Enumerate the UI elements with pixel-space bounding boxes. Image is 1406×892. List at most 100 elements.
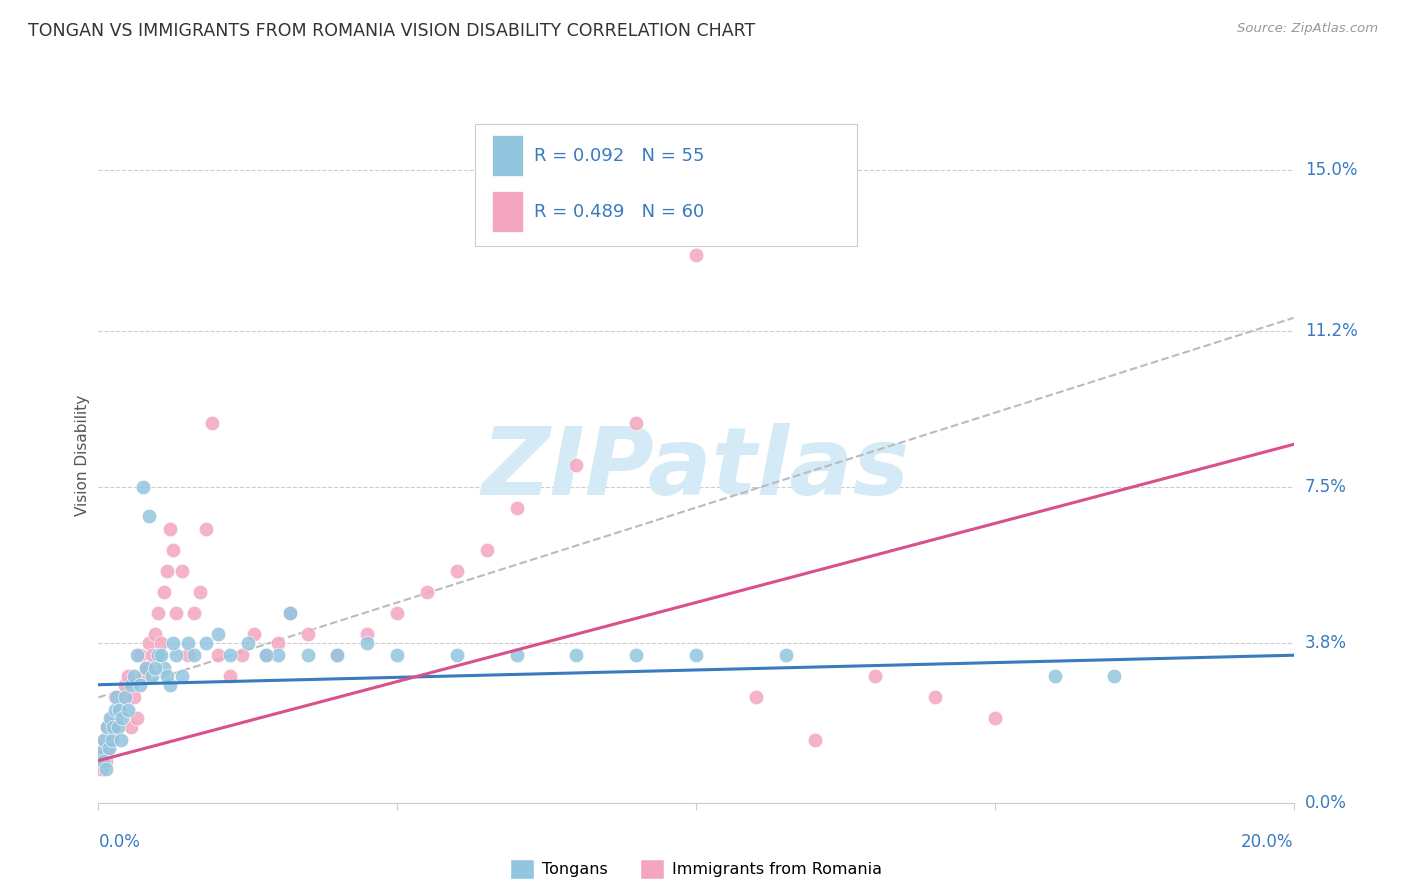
- Legend: Tongans, Immigrants from Romania: Tongans, Immigrants from Romania: [503, 853, 889, 885]
- Point: [201, 417, 224, 431]
- Text: 3.8%: 3.8%: [1305, 633, 1347, 651]
- Text: Source: ZipAtlas.com: Source: ZipAtlas.com: [1237, 22, 1378, 36]
- Point: [159, 678, 181, 692]
- Point: [745, 690, 768, 705]
- Point: [159, 522, 181, 536]
- Point: [219, 648, 242, 663]
- Point: [98, 732, 122, 747]
- Point: [156, 669, 179, 683]
- Point: [98, 741, 121, 756]
- Point: [231, 648, 253, 663]
- Point: [194, 635, 218, 649]
- Point: [150, 648, 173, 663]
- Point: [111, 711, 134, 725]
- Point: [624, 417, 647, 431]
- Point: [124, 669, 146, 683]
- Point: [156, 564, 179, 578]
- Point: [804, 732, 827, 747]
- Point: [183, 606, 205, 620]
- Point: [129, 678, 152, 692]
- Text: TONGAN VS IMMIGRANTS FROM ROMANIA VISION DISABILITY CORRELATION CHART: TONGAN VS IMMIGRANTS FROM ROMANIA VISION…: [28, 22, 755, 40]
- Point: [96, 720, 118, 734]
- Point: [254, 648, 277, 663]
- Point: [165, 606, 187, 620]
- Point: [117, 703, 139, 717]
- Point: [141, 648, 163, 663]
- Point: [297, 648, 319, 663]
- Point: [863, 669, 886, 683]
- Point: [506, 500, 529, 515]
- Point: [278, 606, 301, 620]
- Point: [127, 648, 149, 663]
- Point: [297, 627, 319, 641]
- Text: R = 0.489   N = 60: R = 0.489 N = 60: [534, 202, 704, 220]
- Point: [177, 635, 200, 649]
- Point: [105, 711, 128, 725]
- Point: [98, 711, 122, 725]
- Point: [148, 606, 170, 620]
- Point: [100, 732, 122, 747]
- Point: [162, 635, 184, 649]
- Point: [138, 635, 160, 649]
- Text: 7.5%: 7.5%: [1305, 477, 1347, 496]
- Point: [219, 669, 242, 683]
- Point: [194, 522, 218, 536]
- Point: [108, 703, 131, 717]
- Point: [108, 703, 131, 717]
- Point: [207, 627, 229, 641]
- Point: [94, 754, 117, 768]
- Y-axis label: Vision Disability: Vision Disability: [75, 394, 90, 516]
- Point: [565, 458, 588, 473]
- Text: 15.0%: 15.0%: [1305, 161, 1357, 179]
- Point: [356, 627, 378, 641]
- Point: [243, 627, 266, 641]
- Point: [267, 648, 290, 663]
- Point: [143, 627, 166, 641]
- Point: [685, 648, 707, 663]
- Point: [100, 711, 122, 725]
- Point: [172, 669, 194, 683]
- Point: [356, 635, 378, 649]
- Point: [385, 606, 409, 620]
- Point: [177, 648, 200, 663]
- Point: [129, 648, 152, 663]
- Text: 11.2%: 11.2%: [1305, 321, 1357, 340]
- Point: [93, 732, 115, 747]
- Point: [138, 509, 160, 524]
- Point: [254, 648, 277, 663]
- Point: [775, 648, 797, 663]
- Point: [150, 635, 173, 649]
- Point: [385, 648, 409, 663]
- Point: [94, 762, 117, 776]
- Point: [565, 648, 588, 663]
- Point: [117, 669, 139, 683]
- Point: [172, 564, 194, 578]
- Point: [162, 542, 184, 557]
- Point: [110, 732, 132, 747]
- Point: [475, 542, 498, 557]
- Point: [153, 585, 176, 599]
- Point: [107, 720, 129, 734]
- Point: [91, 745, 114, 759]
- Point: [114, 678, 136, 692]
- Point: [326, 648, 349, 663]
- Point: [103, 720, 125, 734]
- Point: [326, 648, 349, 663]
- Point: [1043, 669, 1066, 683]
- Point: [98, 741, 121, 756]
- Point: [506, 648, 529, 663]
- Point: [143, 661, 166, 675]
- Point: [132, 479, 155, 493]
- Point: [446, 564, 468, 578]
- Point: [120, 678, 142, 692]
- Point: [105, 690, 128, 705]
- Point: [983, 711, 1005, 725]
- Point: [135, 661, 157, 675]
- Text: 0.0%: 0.0%: [98, 833, 141, 851]
- Point: [924, 690, 946, 705]
- Point: [278, 606, 301, 620]
- Point: [236, 635, 259, 649]
- Point: [127, 711, 149, 725]
- Point: [104, 690, 127, 705]
- Text: ZIPatlas: ZIPatlas: [482, 423, 910, 515]
